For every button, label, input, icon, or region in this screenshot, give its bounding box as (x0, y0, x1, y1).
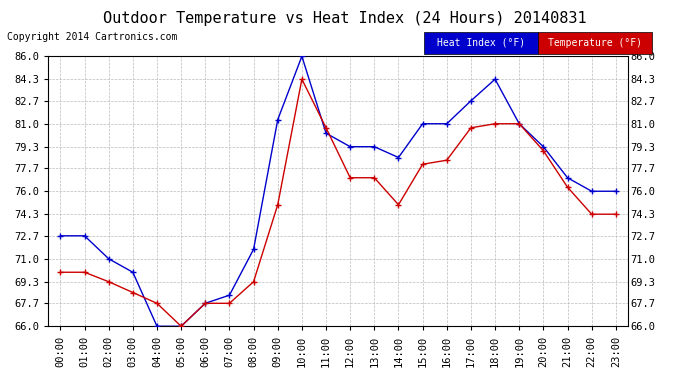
Text: Outdoor Temperature vs Heat Index (24 Hours) 20140831: Outdoor Temperature vs Heat Index (24 Ho… (104, 11, 586, 26)
Text: Heat Index (°F): Heat Index (°F) (437, 38, 525, 48)
Text: Temperature (°F): Temperature (°F) (548, 38, 642, 48)
Text: Copyright 2014 Cartronics.com: Copyright 2014 Cartronics.com (7, 32, 177, 42)
